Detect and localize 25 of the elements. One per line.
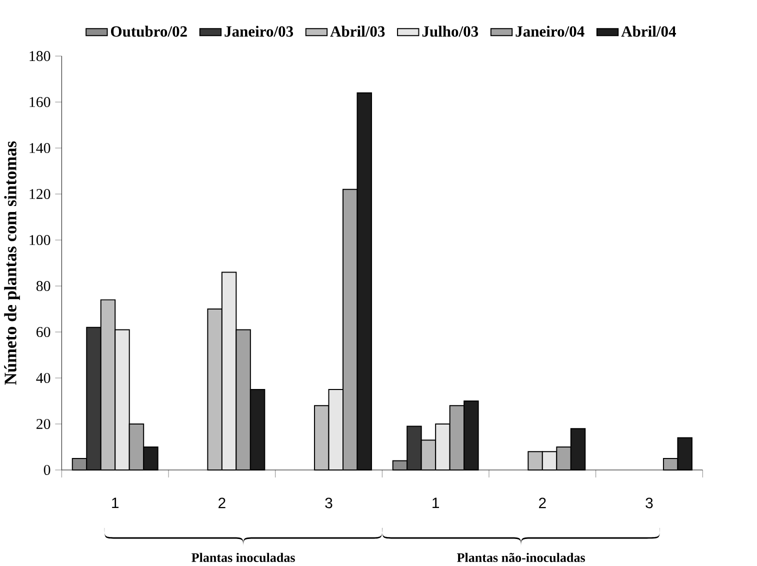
x-tick-label: 3 <box>646 498 653 508</box>
y-tick-label: 120 <box>30 188 50 199</box>
y-tick-label: 180 <box>30 50 50 61</box>
x-tick-label: 1 <box>112 498 119 508</box>
x-tick-label: 1 <box>432 498 439 508</box>
y-tick-label: 40 <box>36 372 50 383</box>
y-axis-title: Númeto de plantas com sintomas <box>4 141 20 385</box>
y-tick-label: 60 <box>36 326 50 337</box>
text: Plantas inoculadas <box>192 552 295 562</box>
y-tick-label: 140 <box>30 142 50 153</box>
y-tick-label: 20 <box>36 418 50 429</box>
text: Plantas não-inoculadas <box>456 552 585 562</box>
legend-label: Outubro/02 <box>111 26 187 37</box>
y-tick-label: 0 <box>44 464 50 475</box>
x-tick-label: 2 <box>539 498 546 508</box>
legend-label: Janeiro/03 <box>224 26 294 37</box>
legend-label: Abril/03 <box>330 26 385 37</box>
y-tick-label: 100 <box>30 234 50 245</box>
legend-label: Abril/04 <box>621 26 676 37</box>
x-tick-label: 3 <box>325 498 332 508</box>
y-tick-label: 160 <box>30 96 50 107</box>
legend-label: Julho/03 <box>422 26 478 37</box>
x-tick-label: 2 <box>218 498 226 508</box>
legend-label: Janeiro/04 <box>516 26 584 37</box>
y-tick-label: 80 <box>36 280 50 291</box>
